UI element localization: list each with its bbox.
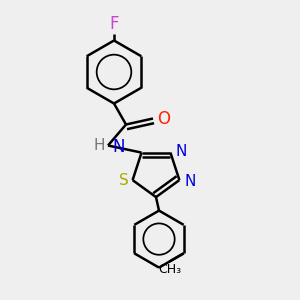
Text: N: N (112, 138, 125, 156)
Text: N: N (185, 174, 196, 189)
Text: H: H (94, 138, 105, 153)
Text: N: N (176, 144, 187, 159)
Text: CH₃: CH₃ (158, 263, 181, 276)
Text: O: O (158, 110, 170, 128)
Text: S: S (119, 172, 129, 188)
Text: F: F (109, 15, 119, 33)
